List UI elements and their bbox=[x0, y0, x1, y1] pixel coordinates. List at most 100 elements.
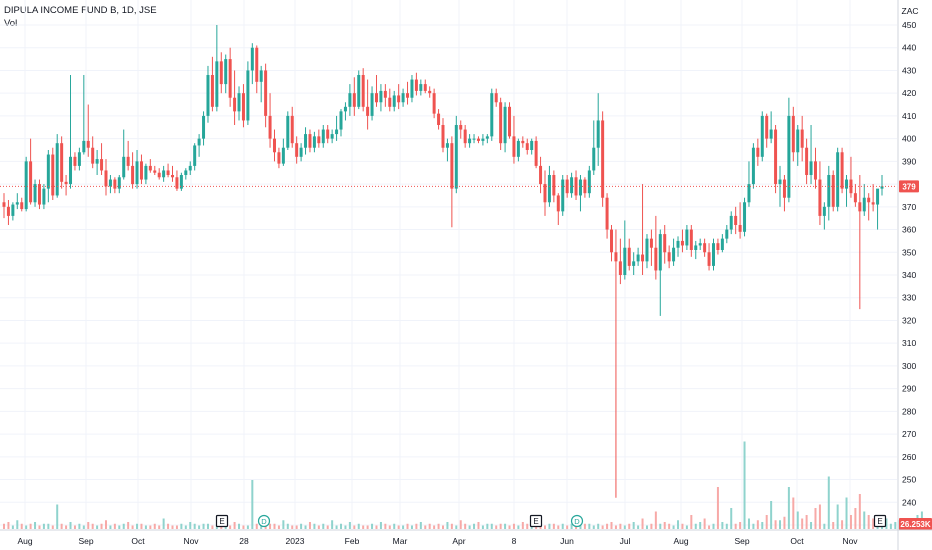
candle bbox=[676, 236, 680, 257]
candle bbox=[166, 163, 170, 178]
candle-body bbox=[618, 261, 622, 275]
candle bbox=[521, 136, 525, 148]
chart-legend: DIPULA INCOME FUND B, 1D, JSE Vol bbox=[4, 4, 157, 30]
candle bbox=[24, 156, 28, 212]
candle-body bbox=[388, 97, 392, 107]
candle-body bbox=[37, 184, 41, 205]
volume-bar bbox=[437, 523, 440, 529]
candle-body bbox=[756, 147, 760, 157]
volume-bar bbox=[663, 522, 666, 529]
candle bbox=[326, 125, 330, 144]
candle bbox=[184, 168, 188, 180]
y-tick-label: 320 bbox=[902, 315, 916, 325]
volume-bar bbox=[610, 522, 613, 529]
candle-body bbox=[543, 184, 547, 203]
volume-bar bbox=[668, 523, 671, 529]
earnings-icon bbox=[873, 514, 887, 528]
candle bbox=[6, 200, 10, 225]
earnings-marker[interactable]: E bbox=[215, 514, 229, 528]
candle-body bbox=[419, 84, 423, 91]
earnings-marker[interactable]: E bbox=[873, 514, 887, 528]
candle bbox=[153, 165, 157, 175]
candle bbox=[264, 63, 268, 128]
candle-body bbox=[29, 161, 33, 203]
volume-bar bbox=[127, 522, 130, 529]
volume-bar bbox=[495, 525, 498, 529]
candle-body bbox=[809, 161, 813, 175]
earnings-label: E bbox=[877, 517, 882, 526]
volume-bar bbox=[16, 520, 19, 529]
candle bbox=[840, 147, 844, 194]
candle bbox=[357, 70, 361, 110]
candle bbox=[787, 97, 791, 203]
candle-body bbox=[592, 147, 596, 171]
candle bbox=[113, 177, 117, 194]
candle-body bbox=[734, 215, 738, 225]
candle-body bbox=[295, 143, 299, 157]
volume-bar bbox=[406, 523, 409, 529]
volume-bar bbox=[158, 525, 161, 529]
candle-body bbox=[751, 147, 755, 185]
volume-bar bbox=[889, 523, 892, 529]
candle-body bbox=[321, 129, 325, 144]
candle bbox=[95, 150, 99, 175]
candle-body bbox=[689, 229, 693, 250]
dividend-marker[interactable]: D bbox=[570, 514, 584, 528]
candle bbox=[82, 75, 86, 155]
volume-bar bbox=[761, 522, 764, 529]
x-tick-label: Feb bbox=[345, 536, 360, 546]
candle-body bbox=[64, 181, 68, 185]
earnings-marker[interactable]: E bbox=[529, 514, 543, 528]
volume-bar bbox=[118, 525, 121, 529]
candle bbox=[224, 54, 228, 94]
candle bbox=[392, 90, 396, 112]
volume-bar bbox=[113, 523, 116, 529]
candle bbox=[295, 136, 299, 164]
volume-bar bbox=[198, 525, 201, 529]
candle-body bbox=[392, 95, 396, 107]
volume-bar bbox=[87, 522, 90, 529]
candlesticks bbox=[2, 25, 884, 498]
candle-body bbox=[51, 154, 55, 196]
x-tick-label: Mar bbox=[393, 536, 408, 546]
candle bbox=[69, 75, 73, 189]
candle-body bbox=[91, 147, 95, 164]
candle bbox=[703, 238, 707, 257]
candle-body bbox=[654, 247, 658, 271]
volume-bar bbox=[637, 525, 640, 529]
candle bbox=[711, 238, 715, 271]
volume-bar bbox=[206, 523, 209, 529]
volume-bar bbox=[251, 480, 254, 529]
candle bbox=[765, 113, 769, 148]
dividend-icon bbox=[570, 514, 584, 528]
volume-bar bbox=[783, 516, 786, 529]
time-axis: Aug Sep Oct Nov 28 2023 Feb Mar Apr 8 Jun Jul Aug Sep… bbox=[0, 529, 932, 546]
candle bbox=[516, 138, 520, 162]
candle-body bbox=[720, 238, 724, 250]
candle-body bbox=[490, 93, 494, 137]
candle-body bbox=[530, 140, 534, 150]
candle-body bbox=[11, 204, 15, 216]
candle bbox=[813, 147, 817, 189]
dividend-marker[interactable]: D bbox=[257, 514, 271, 528]
candle-body bbox=[148, 165, 152, 171]
volume-bar bbox=[801, 518, 804, 529]
volume-bar bbox=[787, 487, 790, 529]
candle-body bbox=[508, 106, 512, 137]
candle bbox=[490, 88, 494, 141]
candle-body bbox=[188, 165, 192, 171]
volume-bar bbox=[685, 525, 688, 529]
candle bbox=[321, 125, 325, 148]
volume-bar bbox=[543, 525, 546, 529]
volume-bar bbox=[348, 522, 351, 529]
volume-bar bbox=[300, 523, 303, 529]
candle bbox=[485, 134, 489, 144]
candle bbox=[658, 229, 662, 316]
candle-body bbox=[153, 170, 157, 173]
candle-body bbox=[379, 90, 383, 103]
candle-body bbox=[503, 106, 507, 144]
candle-body bbox=[476, 138, 480, 141]
candle-body bbox=[361, 75, 365, 107]
volume-bar bbox=[344, 525, 347, 529]
